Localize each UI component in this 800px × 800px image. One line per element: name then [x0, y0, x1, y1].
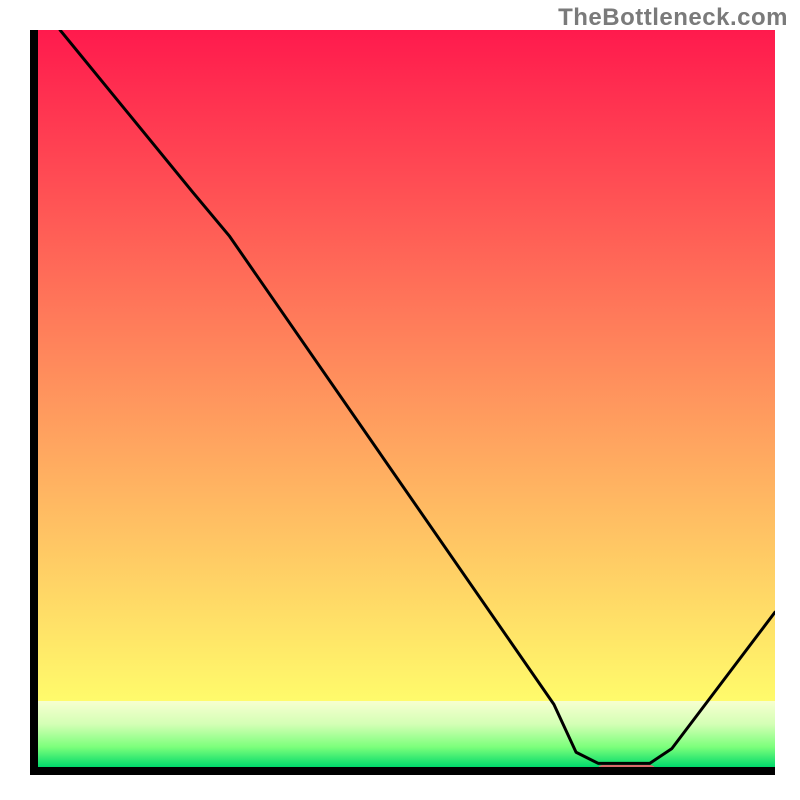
chart-container: TheBottleneck.com — [0, 0, 800, 800]
curve-path — [60, 30, 775, 763]
watermark-text: TheBottleneck.com — [558, 4, 788, 32]
optimum-marker — [597, 765, 657, 775]
plot-area — [30, 30, 775, 775]
curve-layer — [38, 30, 775, 767]
